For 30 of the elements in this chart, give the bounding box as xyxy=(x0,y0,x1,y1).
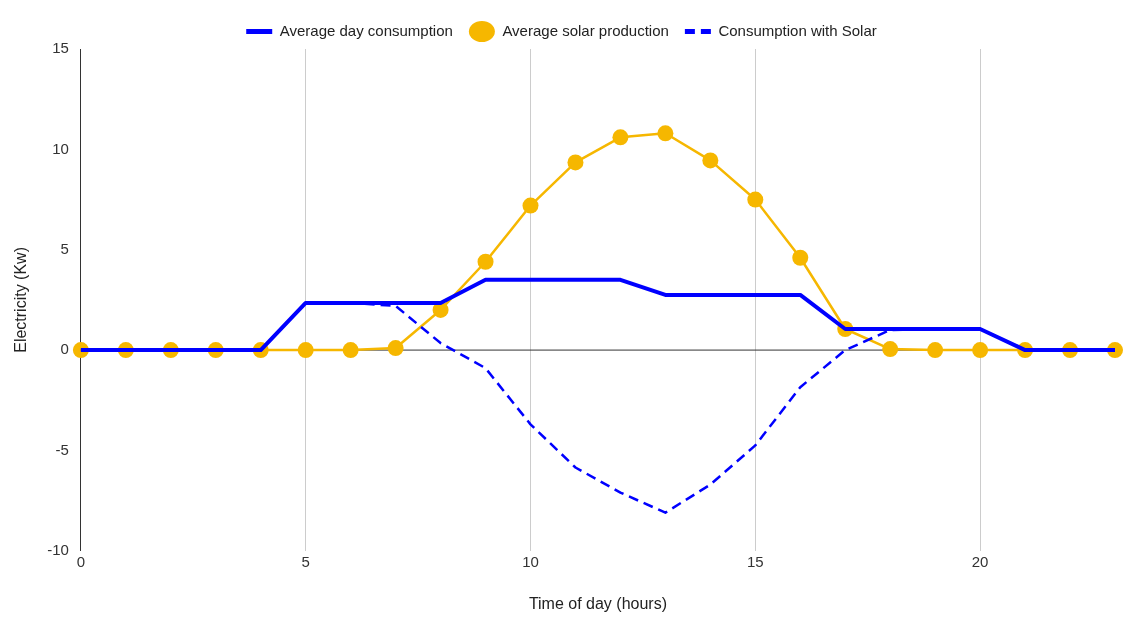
legend-label: Average day consumption xyxy=(279,21,453,39)
x-tick-label: 20 xyxy=(971,552,989,570)
point xyxy=(477,253,494,270)
point xyxy=(972,342,989,359)
point xyxy=(387,340,404,357)
y-tick-label: -10 xyxy=(47,540,69,558)
point xyxy=(612,129,629,146)
x-tick-label: 0 xyxy=(76,552,86,570)
point xyxy=(702,152,719,169)
x-tick-label: 10 xyxy=(522,552,539,570)
legend-label: Consumption with Solar xyxy=(718,21,877,39)
point xyxy=(882,341,899,358)
point xyxy=(342,342,359,359)
x-tick-label: 5 xyxy=(301,552,310,570)
point xyxy=(567,154,584,171)
legend-label: Average solar production xyxy=(502,21,669,39)
point xyxy=(522,197,539,214)
y-tick-label: 5 xyxy=(60,239,69,257)
point xyxy=(297,342,314,359)
y-tick-label: 0 xyxy=(60,340,69,358)
y-tick-label: 10 xyxy=(52,139,69,157)
x-tick-label: 15 xyxy=(746,552,764,570)
point xyxy=(657,125,674,142)
y-tick-label: 15 xyxy=(52,39,69,57)
x-axis-title: Time of day (hours) xyxy=(528,594,667,612)
point xyxy=(927,342,944,359)
point xyxy=(792,249,809,266)
y-axis-title: Electricity (Kw) xyxy=(12,247,30,353)
point xyxy=(747,191,764,208)
y-tick-label: -5 xyxy=(55,440,69,458)
